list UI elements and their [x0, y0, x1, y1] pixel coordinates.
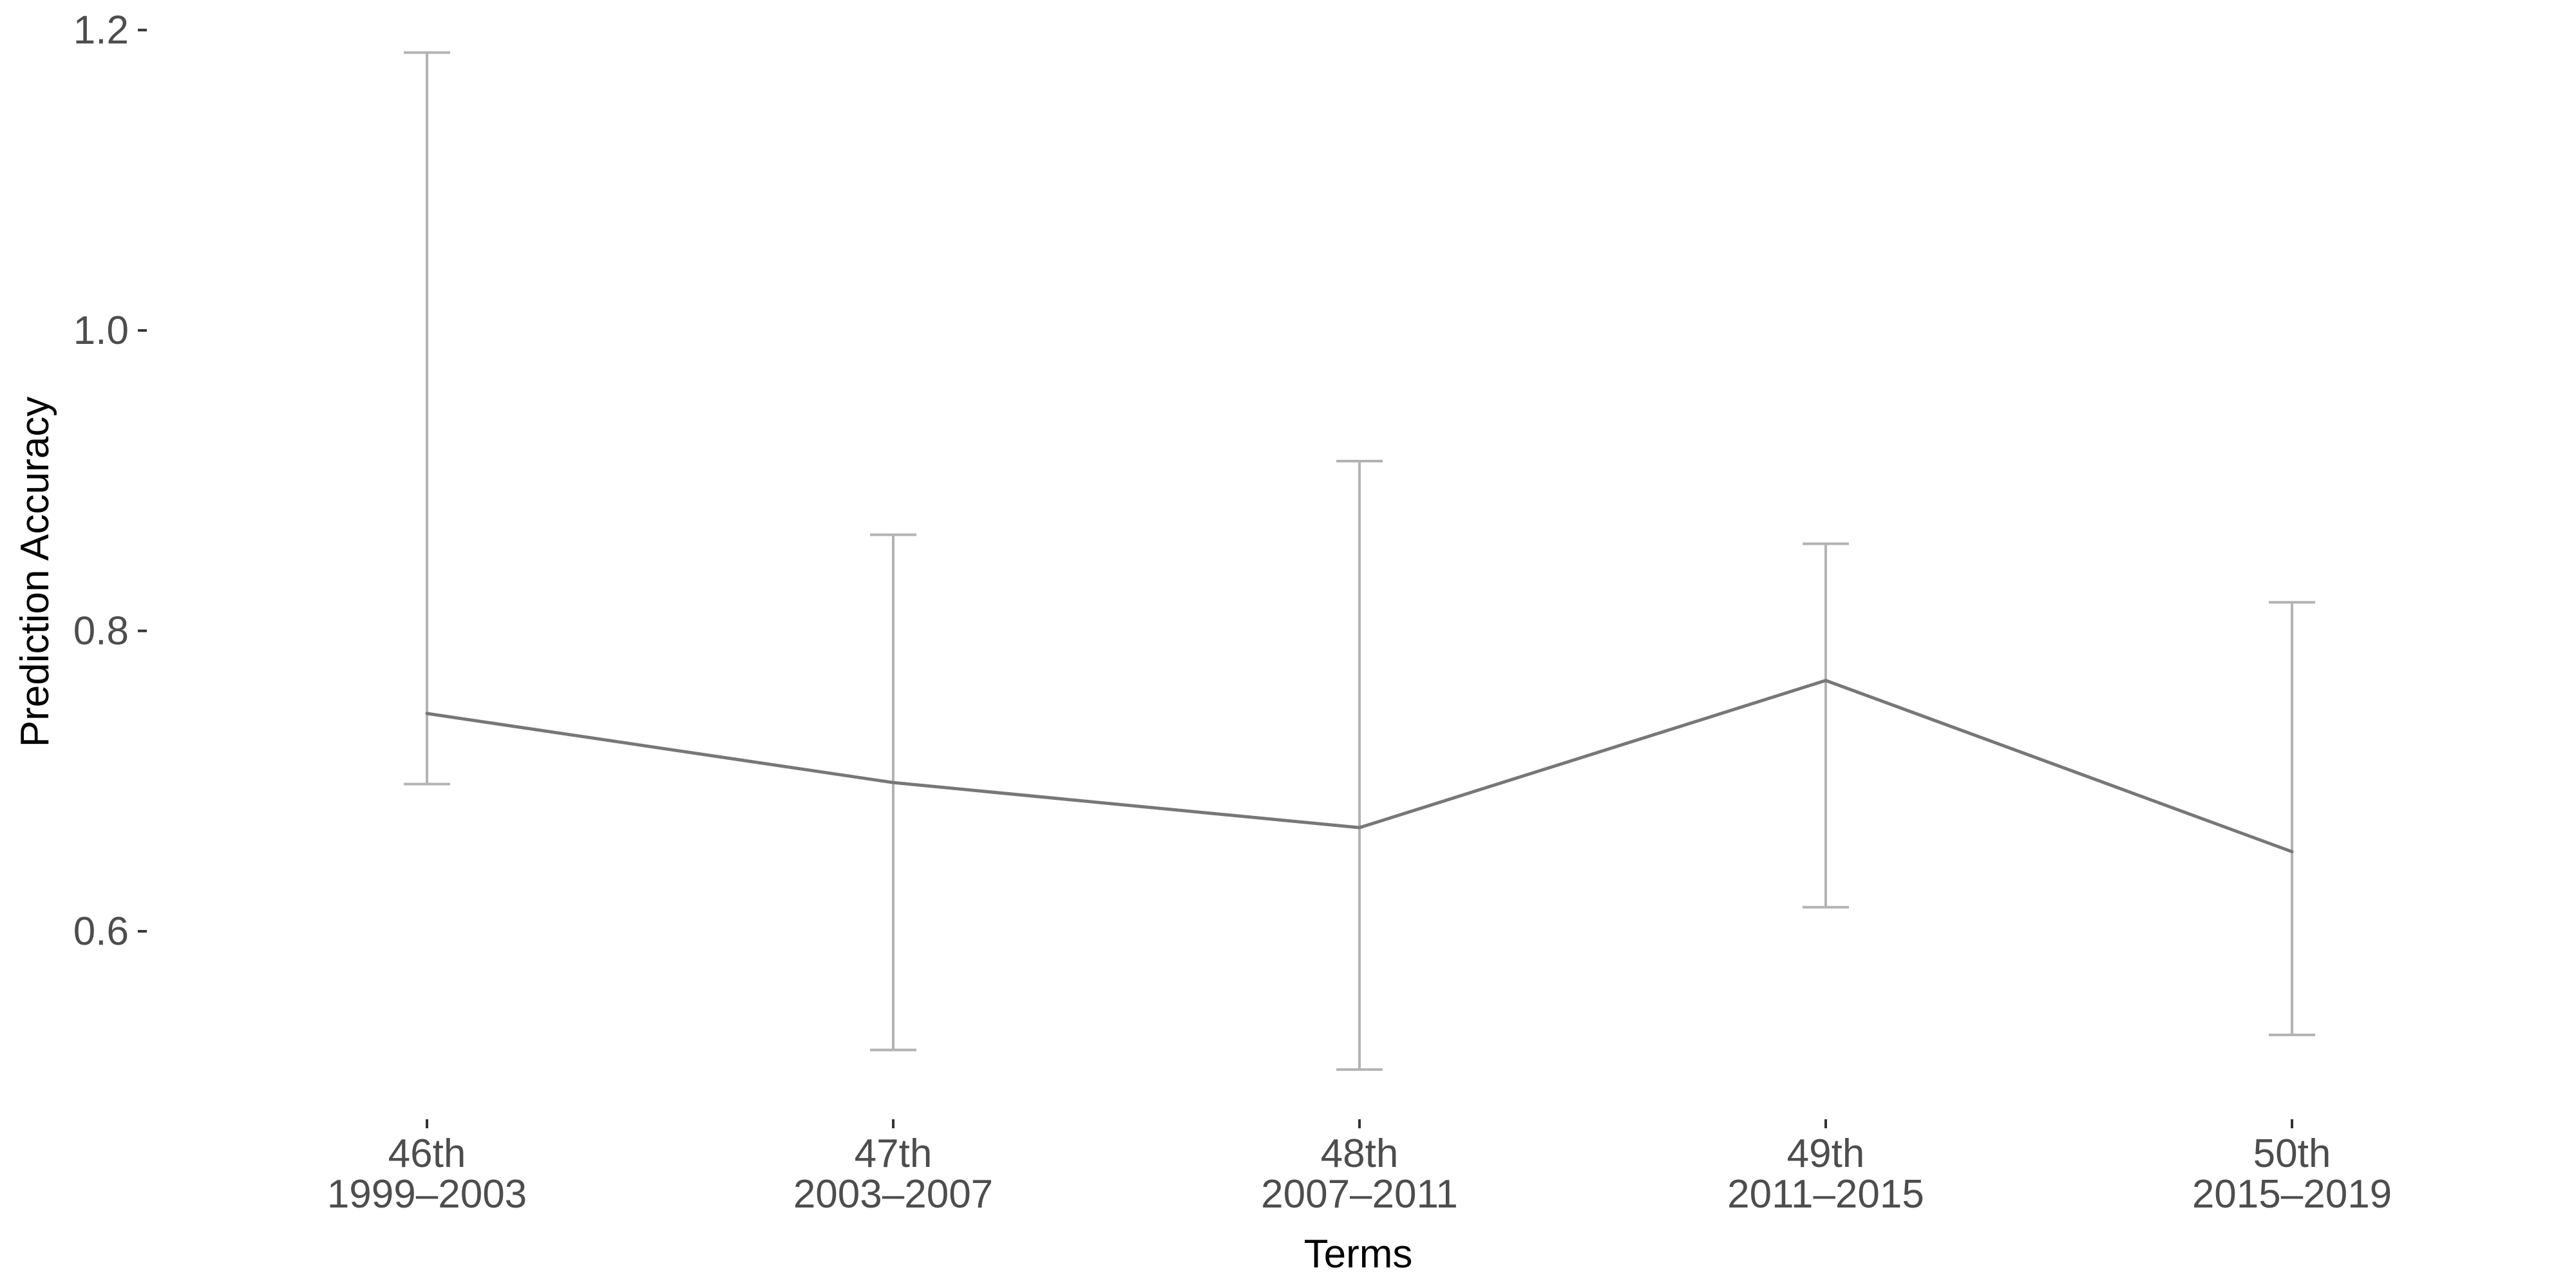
x-axis-title: Terms: [1304, 1232, 1413, 1276]
y-tick-label: 1.0: [73, 308, 129, 353]
x-tick-label-line: 2011–2015: [1727, 1172, 1924, 1217]
x-tick-label: 46th 1999–2003: [327, 1132, 527, 1217]
x-tick-label-line: 50th: [2253, 1132, 2331, 1176]
y-axis-title: Prediction Accuracy: [13, 397, 57, 747]
x-tick-label-line: 2007–2011: [1261, 1172, 1458, 1217]
y-tick-label: 1.2: [73, 8, 129, 53]
x-tick-label-line: 2015–2019: [2192, 1172, 2392, 1217]
x-tick-label-line: 49th: [1787, 1132, 1865, 1176]
x-tick-label: 48th 2007–2011: [1261, 1132, 1458, 1217]
x-tick-label-line: 2003–2007: [793, 1172, 993, 1217]
x-tick-label: 47th 2003–2007: [793, 1132, 993, 1217]
x-tick-label: 49th 2011–2015: [1727, 1132, 1924, 1217]
y-tick-label: 0.6: [73, 909, 129, 954]
y-tick-label: 0.8: [73, 609, 129, 654]
x-tick-label: 50th 2015–2019: [2192, 1132, 2392, 1217]
x-tick-label-line: 46th: [388, 1132, 466, 1176]
x-tick-label-line: 1999–2003: [327, 1172, 527, 1217]
x-tick-label-line: 47th: [855, 1132, 933, 1176]
y-axis: 0.6 0.8 1.0 1.2: [73, 8, 147, 954]
x-tick-label-line: 48th: [1321, 1132, 1399, 1176]
error-bars: [404, 51, 2315, 1071]
series-layer: [425, 679, 2294, 853]
